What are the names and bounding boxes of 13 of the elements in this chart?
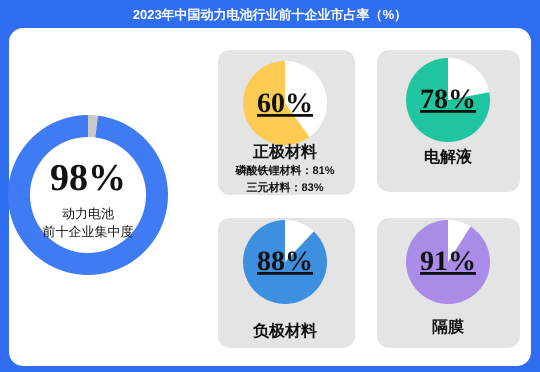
text: 三元材料：83% xyxy=(246,181,324,194)
text: 隔膜 xyxy=(432,318,464,336)
data-label: 91% xyxy=(420,246,476,277)
text: 动力电池 xyxy=(62,206,114,221)
text: 正极材料 xyxy=(252,143,317,161)
data-label: 78% xyxy=(420,84,476,115)
text: 磷酸铁锂材料：81% xyxy=(234,164,335,177)
data-label: 98% xyxy=(50,157,126,199)
text: 负极材料 xyxy=(252,322,317,340)
text: 前十企业集中度 xyxy=(42,224,134,239)
text: 电解液 xyxy=(424,148,473,166)
text: 2023年中国动力电池行业前十企业市占率（%） xyxy=(132,7,408,22)
data-label: 88% xyxy=(257,246,313,277)
